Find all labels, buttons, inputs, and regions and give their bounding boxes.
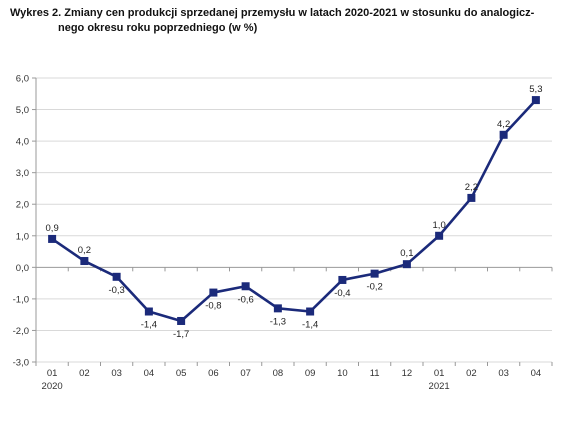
- chart-title-line-2: nego okresu roku poprzedniego (w %): [58, 22, 258, 34]
- x-tick-label: 12: [402, 368, 413, 379]
- data-point-marker: [273, 304, 282, 313]
- data-value-label: 0,9: [46, 223, 59, 234]
- data-value-label: -1,4: [141, 320, 157, 331]
- data-point-marker: [435, 231, 444, 240]
- series-line: [51, 99, 537, 323]
- data-value-label: -1,3: [270, 316, 286, 327]
- data-value-label: -0,3: [108, 285, 124, 296]
- x-tick-label: 05: [176, 368, 187, 379]
- x-tick-label: 10: [337, 368, 348, 379]
- data-point-marker: [467, 193, 476, 202]
- data-point-marker: [241, 282, 250, 291]
- x-year-label: 2021: [429, 381, 450, 392]
- data-value-label: -0,2: [366, 282, 382, 293]
- x-tick-label: 03: [498, 368, 509, 379]
- data-value-label: 5,3: [529, 84, 542, 95]
- data-point-marker: [531, 96, 540, 105]
- y-tick-label: 1,0: [16, 231, 29, 242]
- chart-title-line-1: Wykres 2. Zmiany cen produkcji sprzedane…: [10, 7, 535, 19]
- data-point-marker: [306, 307, 315, 316]
- x-tick-label: 03: [111, 368, 122, 379]
- data-value-label: -1,7: [173, 329, 189, 340]
- data-point-marker: [370, 269, 379, 278]
- x-tick-label: 01: [434, 368, 445, 379]
- x-tick-label: 11: [370, 368, 380, 379]
- x-tick-label: 04: [144, 368, 155, 379]
- x-tick-label: 09: [305, 368, 316, 379]
- data-point-marker: [80, 257, 89, 266]
- data-labels: 0,9 0,2 -0,3 -1,4 -1,7 -0,8 -0,6 -1,3 -1,4 -0,4 -0…: [46, 84, 543, 340]
- axes: [32, 77, 553, 366]
- data-value-label: -0,4: [334, 288, 350, 299]
- x-year-label: 2020: [42, 381, 63, 392]
- data-value-label: 0,2: [78, 245, 91, 256]
- x-tick-label: 02: [79, 368, 90, 379]
- y-tick-label: -1,0: [13, 294, 29, 305]
- data-value-label: 1,0: [433, 220, 446, 231]
- data-value-label: -1,4: [302, 320, 318, 331]
- x-tick-label: 06: [208, 368, 219, 379]
- x-tick-label: 07: [240, 368, 251, 379]
- data-value-label: 0,1: [400, 248, 413, 259]
- data-point-marker: [209, 288, 218, 297]
- data-point-marker: [338, 275, 347, 284]
- y-tick-label: 3,0: [16, 168, 29, 179]
- data-value-label: 4,2: [497, 119, 510, 130]
- x-tick-label: 01: [47, 368, 58, 379]
- data-point-marker: [48, 234, 57, 243]
- y-tick-label: 6,0: [16, 74, 29, 85]
- chart-title: Wykres 2. Zmiany cen produkcji sprzedane…: [10, 6, 570, 36]
- y-tick-label: 4,0: [16, 137, 29, 148]
- data-point-marker: [112, 272, 121, 281]
- x-tick-label: 02: [466, 368, 477, 379]
- x-tick-label: 04: [531, 368, 542, 379]
- data-point-marker: [177, 316, 186, 325]
- data-point-marker: [402, 260, 411, 269]
- data-point-marker: [144, 307, 153, 316]
- data-value-label: -0,6: [237, 294, 253, 305]
- data-markers: [48, 96, 540, 325]
- series-polyline: [51, 99, 537, 323]
- y-tick-label: 2,0: [16, 200, 29, 211]
- x-tick-label: 08: [273, 368, 284, 379]
- y-tick-label: -2,0: [13, 326, 29, 337]
- data-point-marker: [499, 130, 508, 139]
- data-value-label: 2,2: [465, 182, 478, 193]
- y-tick-label: 5,0: [16, 105, 29, 116]
- grid-lines: [36, 77, 552, 363]
- x-axis-tick-labels: 01 02 03 04 05 06 07 08 09 10 11 12 01 02 03 04 2020 2021: [42, 368, 542, 392]
- data-value-label: -0,8: [205, 301, 221, 312]
- y-tick-label: -3,0: [13, 358, 29, 369]
- y-tick-label: 0,0: [16, 263, 29, 274]
- y-axis-tick-labels: -3,0 -2,0 -1,0 0,0 1,0 2,0 3,0 4,0 5,0 6,0: [13, 74, 29, 369]
